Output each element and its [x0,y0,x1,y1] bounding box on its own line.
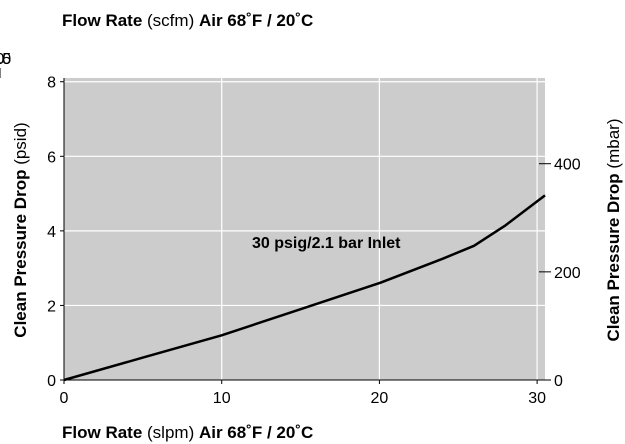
left-tick-label: 4 [47,224,56,241]
series-line [63,194,546,382]
bottom-axis-title: Flow Rate (slpm) Air 68˚F / 20˚C [62,423,313,442]
bottom-tick-label: 0 [60,390,69,407]
right-tick-label: 400 [554,157,581,174]
left-axis-title: Clean Pressure Drop (psid) [11,122,30,337]
bottom-tick-label: 10 [213,390,231,407]
top-axis-title: Flow Rate (scfm) Air 68˚F / 20˚C [62,11,313,30]
top-tick-label: 0.5 [0,51,11,68]
top-tick-label: 0 [0,51,5,68]
plot-area [64,78,545,380]
right-tick-label: 200 [554,265,581,282]
gridlines [64,78,545,380]
right-tick-label: 0 [554,373,563,390]
left-tick-label: 6 [47,149,56,166]
right-axis-title: Clean Pressure Drop (mbar) [604,119,623,342]
top-tick-label: 1.0 [0,51,11,68]
series-annotation: 30 psig/2.1 bar Inlet [252,235,401,252]
left-tick-label: 0 [47,373,56,390]
bottom-tick-label: 30 [528,390,546,407]
left-tick-label: 2 [47,298,56,315]
series [63,194,546,382]
bottom-tick-label: 20 [371,390,389,407]
axes [63,78,545,381]
left-tick-label: 8 [47,75,56,92]
